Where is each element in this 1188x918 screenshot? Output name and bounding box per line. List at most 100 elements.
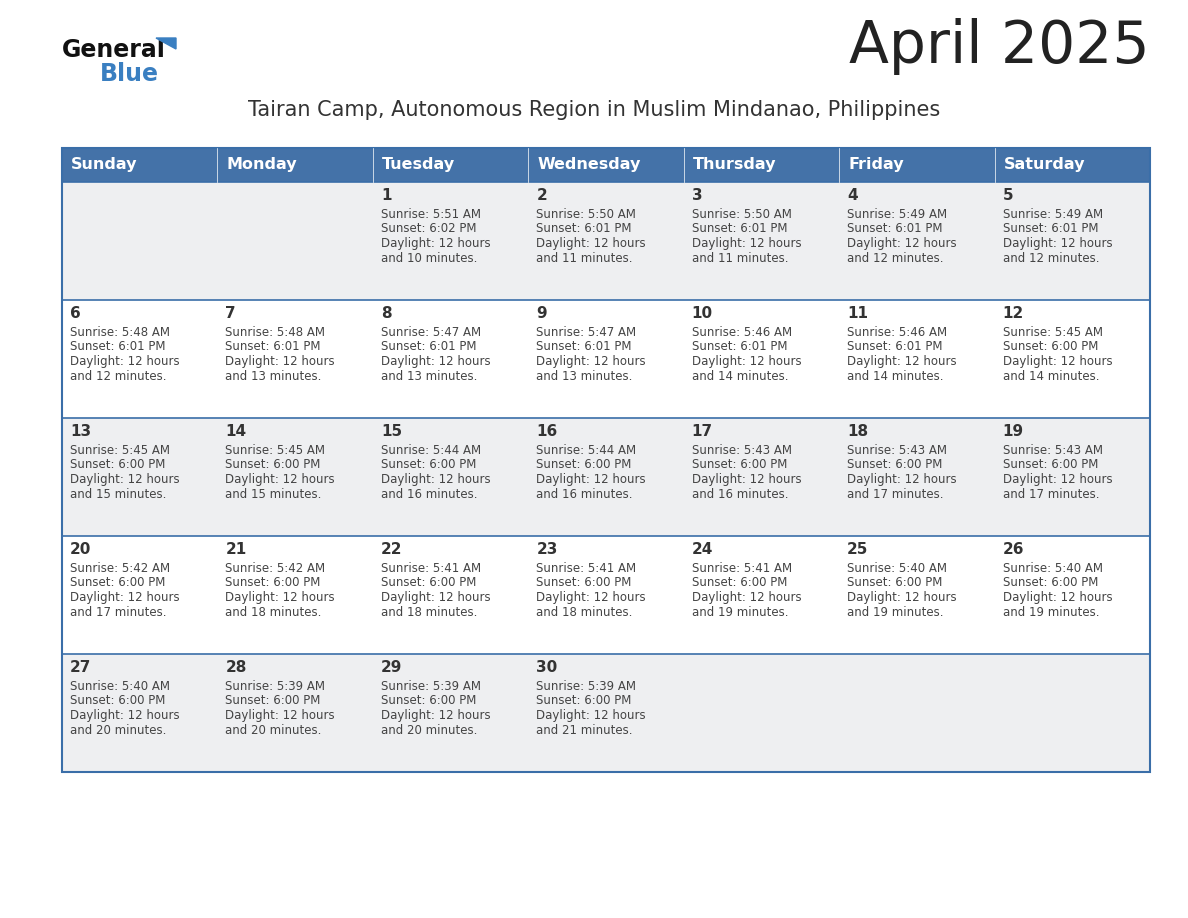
Text: Sunset: 6:02 PM: Sunset: 6:02 PM xyxy=(381,222,476,236)
Text: Daylight: 12 hours: Daylight: 12 hours xyxy=(1003,355,1112,368)
Bar xyxy=(62,654,217,772)
Text: Sunset: 6:00 PM: Sunset: 6:00 PM xyxy=(70,577,165,589)
Text: Sunrise: 5:43 AM: Sunrise: 5:43 AM xyxy=(691,444,791,457)
Bar xyxy=(684,418,839,536)
Bar xyxy=(839,654,994,772)
Bar xyxy=(994,536,1150,654)
Text: and 16 minutes.: and 16 minutes. xyxy=(691,487,788,500)
Text: Sunset: 6:00 PM: Sunset: 6:00 PM xyxy=(1003,577,1098,589)
Text: Sunset: 6:00 PM: Sunset: 6:00 PM xyxy=(226,458,321,472)
Bar xyxy=(373,148,529,182)
Text: and 20 minutes.: and 20 minutes. xyxy=(381,723,478,736)
Text: Sunrise: 5:49 AM: Sunrise: 5:49 AM xyxy=(1003,208,1102,221)
Text: 27: 27 xyxy=(70,660,91,675)
Text: Sunrise: 5:45 AM: Sunrise: 5:45 AM xyxy=(70,444,170,457)
Text: Daylight: 12 hours: Daylight: 12 hours xyxy=(536,473,646,486)
Text: 17: 17 xyxy=(691,424,713,439)
Bar xyxy=(373,654,529,772)
Bar xyxy=(684,536,839,654)
Text: and 14 minutes.: and 14 minutes. xyxy=(691,370,788,383)
Text: 13: 13 xyxy=(70,424,91,439)
Bar xyxy=(529,300,684,418)
Bar xyxy=(62,148,217,182)
Text: Sunset: 6:00 PM: Sunset: 6:00 PM xyxy=(691,458,788,472)
Text: Sunrise: 5:47 AM: Sunrise: 5:47 AM xyxy=(536,326,637,339)
Bar xyxy=(994,418,1150,536)
Bar xyxy=(529,654,684,772)
Text: 5: 5 xyxy=(1003,188,1013,203)
Text: Sunset: 6:00 PM: Sunset: 6:00 PM xyxy=(536,695,632,708)
Text: and 14 minutes.: and 14 minutes. xyxy=(1003,370,1099,383)
Text: and 15 minutes.: and 15 minutes. xyxy=(226,487,322,500)
Text: Sunset: 6:00 PM: Sunset: 6:00 PM xyxy=(691,577,788,589)
Bar xyxy=(217,536,373,654)
Text: Daylight: 12 hours: Daylight: 12 hours xyxy=(691,591,802,604)
Text: and 19 minutes.: and 19 minutes. xyxy=(691,606,788,619)
Bar xyxy=(684,148,839,182)
Bar xyxy=(839,536,994,654)
Text: Sunrise: 5:44 AM: Sunrise: 5:44 AM xyxy=(536,444,637,457)
Bar xyxy=(994,300,1150,418)
Text: Sunrise: 5:46 AM: Sunrise: 5:46 AM xyxy=(847,326,947,339)
Text: April 2025: April 2025 xyxy=(849,18,1150,75)
Text: Sunrise: 5:42 AM: Sunrise: 5:42 AM xyxy=(226,562,326,575)
Text: Daylight: 12 hours: Daylight: 12 hours xyxy=(847,473,956,486)
Text: 18: 18 xyxy=(847,424,868,439)
Text: 23: 23 xyxy=(536,542,557,557)
Text: 6: 6 xyxy=(70,306,81,321)
Text: Daylight: 12 hours: Daylight: 12 hours xyxy=(847,355,956,368)
Text: 12: 12 xyxy=(1003,306,1024,321)
Text: 28: 28 xyxy=(226,660,247,675)
Bar xyxy=(217,148,373,182)
Text: Sunset: 6:00 PM: Sunset: 6:00 PM xyxy=(70,695,165,708)
Bar xyxy=(373,418,529,536)
Text: Daylight: 12 hours: Daylight: 12 hours xyxy=(226,355,335,368)
Text: and 19 minutes.: and 19 minutes. xyxy=(1003,606,1099,619)
Text: Tuesday: Tuesday xyxy=(381,158,455,173)
Text: Sunrise: 5:49 AM: Sunrise: 5:49 AM xyxy=(847,208,947,221)
Bar xyxy=(217,182,373,300)
Text: Sunset: 6:01 PM: Sunset: 6:01 PM xyxy=(1003,222,1098,236)
Text: 21: 21 xyxy=(226,542,247,557)
Text: 24: 24 xyxy=(691,542,713,557)
Text: Wednesday: Wednesday xyxy=(537,158,640,173)
Text: Daylight: 12 hours: Daylight: 12 hours xyxy=(70,473,179,486)
Text: Sunset: 6:00 PM: Sunset: 6:00 PM xyxy=(1003,341,1098,353)
Text: Sunset: 6:01 PM: Sunset: 6:01 PM xyxy=(536,341,632,353)
Text: Daylight: 12 hours: Daylight: 12 hours xyxy=(226,591,335,604)
Text: and 18 minutes.: and 18 minutes. xyxy=(536,606,633,619)
Text: Sunset: 6:00 PM: Sunset: 6:00 PM xyxy=(536,577,632,589)
Text: Sunrise: 5:43 AM: Sunrise: 5:43 AM xyxy=(847,444,947,457)
Text: 11: 11 xyxy=(847,306,868,321)
Text: Daylight: 12 hours: Daylight: 12 hours xyxy=(381,591,491,604)
Text: 26: 26 xyxy=(1003,542,1024,557)
Text: Sunday: Sunday xyxy=(71,158,138,173)
Text: Daylight: 12 hours: Daylight: 12 hours xyxy=(691,473,802,486)
Text: Sunrise: 5:48 AM: Sunrise: 5:48 AM xyxy=(70,326,170,339)
Text: Daylight: 12 hours: Daylight: 12 hours xyxy=(226,473,335,486)
Text: Sunset: 6:00 PM: Sunset: 6:00 PM xyxy=(1003,458,1098,472)
Text: Sunset: 6:00 PM: Sunset: 6:00 PM xyxy=(847,577,942,589)
Text: and 17 minutes.: and 17 minutes. xyxy=(70,606,166,619)
Text: Sunrise: 5:39 AM: Sunrise: 5:39 AM xyxy=(381,680,481,693)
Bar xyxy=(217,418,373,536)
Text: Daylight: 12 hours: Daylight: 12 hours xyxy=(536,709,646,722)
Text: 10: 10 xyxy=(691,306,713,321)
Text: Daylight: 12 hours: Daylight: 12 hours xyxy=(70,591,179,604)
Text: Sunrise: 5:50 AM: Sunrise: 5:50 AM xyxy=(536,208,636,221)
Text: 3: 3 xyxy=(691,188,702,203)
Text: and 15 minutes.: and 15 minutes. xyxy=(70,487,166,500)
Text: Daylight: 12 hours: Daylight: 12 hours xyxy=(691,355,802,368)
Text: Sunrise: 5:47 AM: Sunrise: 5:47 AM xyxy=(381,326,481,339)
Text: and 12 minutes.: and 12 minutes. xyxy=(1003,252,1099,264)
Bar xyxy=(684,300,839,418)
Text: and 14 minutes.: and 14 minutes. xyxy=(847,370,943,383)
Text: and 18 minutes.: and 18 minutes. xyxy=(226,606,322,619)
Text: Daylight: 12 hours: Daylight: 12 hours xyxy=(536,237,646,250)
Bar xyxy=(62,418,217,536)
Text: Sunset: 6:01 PM: Sunset: 6:01 PM xyxy=(847,341,942,353)
Text: Sunset: 6:01 PM: Sunset: 6:01 PM xyxy=(226,341,321,353)
Text: Daylight: 12 hours: Daylight: 12 hours xyxy=(381,355,491,368)
Text: Sunrise: 5:45 AM: Sunrise: 5:45 AM xyxy=(226,444,326,457)
Bar xyxy=(217,300,373,418)
